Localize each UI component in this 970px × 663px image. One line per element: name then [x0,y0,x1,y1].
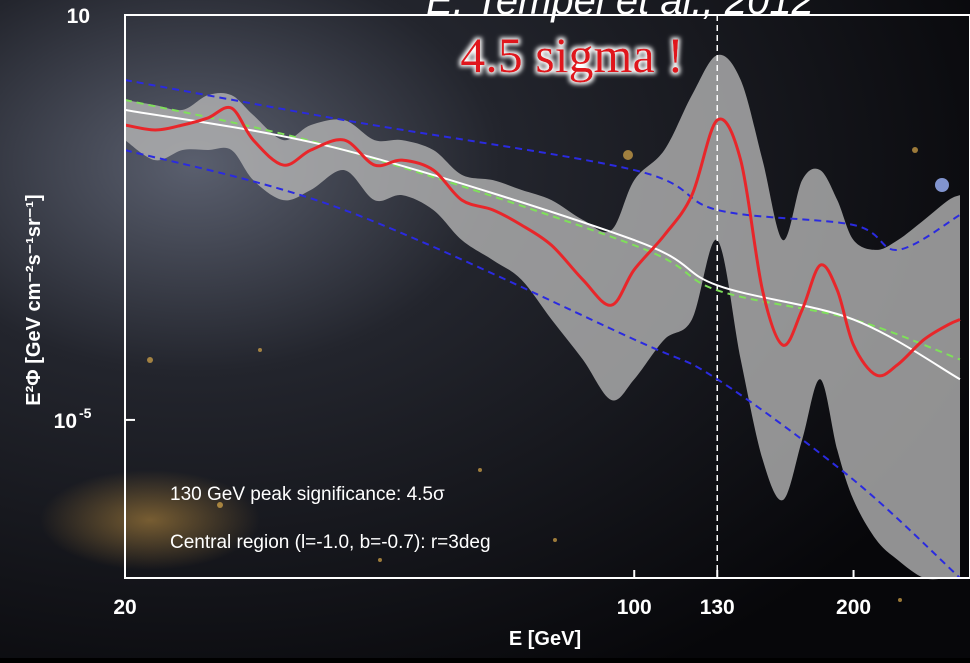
y-tick-label: 10 [54,410,77,433]
x-tick-label: 130 [700,596,735,619]
x-axis-label: E [GeV] [509,628,581,650]
x-tick-label: 200 [836,596,871,619]
page: E. Tempel et al., 2012 4.5 sigma ! 130 G… [0,0,970,658]
star [935,178,949,192]
chart: E. Tempel et al., 2012 4.5 sigma ! 130 G… [0,0,970,658]
x-tick-label: 100 [617,596,652,619]
y-axis-label: E²Φ [GeV cm⁻²s⁻¹sr⁻¹] [23,194,45,405]
y-tick-label: 10 [67,5,90,28]
y-tick-exponent: -5 [79,405,92,421]
citation: E. Tempel et al., 2012 [426,0,814,23]
annotation: 130 GeV peak significance: 4.5σ [170,484,445,505]
chart-title: 4.5 sigma ! [460,27,684,83]
annotation: Central region (l=-1.0, b=-0.7): r=3deg [170,532,491,553]
x-tick-label: 20 [113,596,136,619]
